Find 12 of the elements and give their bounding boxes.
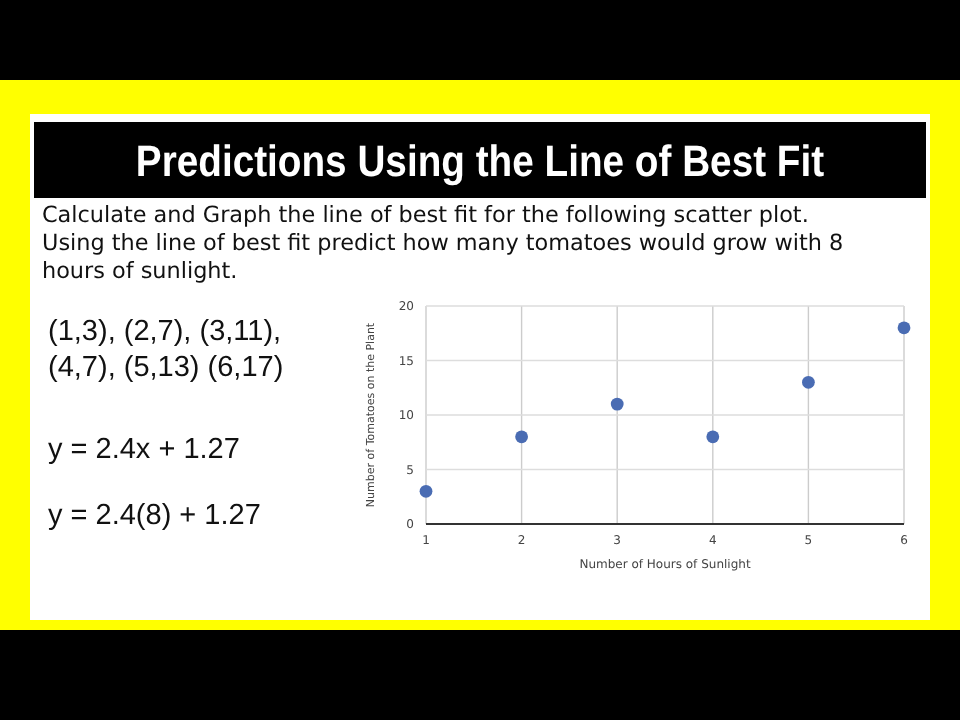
point	[802, 375, 815, 389]
point	[419, 484, 433, 498]
point	[897, 321, 911, 335]
text: y = 2.4(8) + 1.27	[48, 500, 261, 532]
chart-subtitle: Calculate and Graph the line of best fit for the following scatter plot. Using the line of best fit predict how many tomatoes would grow with 8 hours of sunlight.	[42, 202, 844, 284]
point	[706, 430, 720, 444]
point	[610, 397, 624, 411]
text: (4,7), (5,13) (6,17)	[48, 352, 284, 384]
chart-title: Predictions Using the Line of Best Fit	[135, 137, 825, 187]
point	[515, 430, 528, 444]
text: (1,3), (2,7), (3,11),	[48, 316, 282, 348]
text: y = 2.4x + 1.27	[48, 434, 240, 466]
